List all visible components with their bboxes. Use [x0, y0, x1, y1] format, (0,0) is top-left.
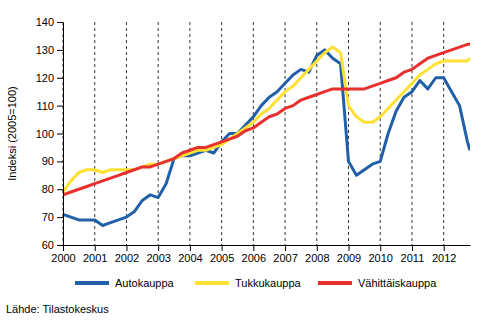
y-axis-title: Indeksi (2005=100)	[6, 86, 18, 180]
grid-line	[380, 22, 381, 245]
y-tick: 130	[36, 44, 63, 56]
x-tick-label: 2002	[115, 252, 139, 264]
x-tick: 2007	[273, 245, 297, 264]
x-tick-label: 2012	[432, 252, 456, 264]
y-tick-mark	[57, 78, 63, 79]
x-tick-mark	[285, 245, 286, 251]
y-tick-mark	[57, 134, 63, 135]
x-tick-label: 2004	[178, 252, 202, 264]
series-line	[63, 44, 470, 195]
x-tick: 2004	[178, 245, 202, 264]
y-tick-mark	[57, 245, 63, 246]
x-tick-mark	[349, 245, 350, 251]
series-line	[63, 50, 470, 226]
x-tick-label: 2009	[337, 252, 361, 264]
x-tick-mark	[126, 245, 127, 251]
x-tick: 2001	[83, 245, 107, 264]
y-tick: 120	[36, 72, 63, 84]
y-tick-label: 140	[36, 16, 54, 28]
legend: Autokauppa Tukkukauppa Vähittäiskauppa	[75, 277, 437, 289]
x-tick-label: 2006	[242, 252, 266, 264]
grid-line	[285, 22, 286, 245]
grid-line	[443, 22, 444, 245]
x-tick: 2008	[305, 245, 329, 264]
x-tick-label: 2011	[401, 252, 425, 264]
y-tick-label: 90	[42, 155, 54, 167]
y-tick: 70	[42, 211, 63, 223]
grid-line	[126, 22, 127, 245]
x-tick: 2006	[242, 245, 266, 264]
y-tick: 80	[42, 183, 63, 195]
grid-line	[348, 22, 349, 245]
y-tick-label: 60	[42, 239, 54, 251]
x-tick-mark	[222, 245, 223, 251]
x-tick-label: 2003	[146, 252, 170, 264]
x-axis: 2000 2001 2002 2003 2004 2005 2006 2007 2008 2009…	[51, 245, 470, 264]
y-tick-mark	[57, 189, 63, 190]
y-tick-label: 130	[36, 44, 54, 56]
x-tick: 2003	[146, 245, 170, 264]
y-tick-mark	[57, 161, 63, 162]
y-tick-mark	[57, 106, 63, 107]
y-tick: 110	[36, 100, 63, 112]
x-axis-line	[64, 245, 471, 246]
legend-label: Tukkukauppa	[235, 277, 302, 289]
grid-line	[221, 22, 222, 245]
x-tick-mark	[317, 245, 318, 251]
y-tick-label: 110	[36, 100, 54, 112]
y-tick-mark	[57, 22, 63, 23]
x-tick-mark	[253, 245, 254, 251]
legend-label: Autokauppa	[115, 277, 175, 289]
x-tick-mark	[190, 245, 191, 251]
grid-line	[94, 22, 95, 245]
x-tick-mark	[158, 245, 159, 251]
legend-swatch	[318, 281, 352, 285]
y-tick-label: 100	[36, 128, 54, 140]
x-tick: 2012	[432, 245, 456, 264]
grid-line	[158, 22, 159, 245]
y-tick-label: 80	[42, 183, 54, 195]
grid-line	[253, 22, 254, 245]
y-tick: 60	[42, 239, 63, 251]
chart: 2000 2001 2002 2003 2004 2005 2006 2007 2008 2009…	[0, 0, 490, 323]
x-tick-mark	[95, 245, 96, 251]
y-tick-mark	[57, 50, 63, 51]
grid	[63, 22, 444, 245]
x-tick-label: 2010	[368, 252, 392, 264]
legend-swatch	[195, 281, 229, 285]
y-tick-label: 70	[42, 211, 54, 223]
legend-swatch	[75, 281, 109, 285]
x-tick-label: 2005	[210, 252, 234, 264]
y-axis-line	[63, 23, 64, 246]
y-axis: 60 70 80 90 100 110 120 130 140	[36, 16, 64, 251]
y-tick-mark	[57, 217, 63, 218]
y-tick: 100	[36, 128, 63, 140]
x-tick: 2002	[115, 245, 139, 264]
x-tick-label: 2007	[273, 252, 297, 264]
x-tick-mark	[444, 245, 445, 251]
source-note: Lähde: Tilastokeskus	[6, 303, 109, 315]
x-tick-label: 2001	[83, 252, 107, 264]
x-tick: 2011	[401, 245, 425, 264]
x-tick: 2010	[368, 245, 392, 264]
x-tick: 2000	[51, 245, 75, 264]
x-tick-mark	[412, 245, 413, 251]
x-tick-label: 2000	[51, 252, 75, 264]
x-tick: 2005	[210, 245, 234, 264]
grid-line	[189, 22, 190, 245]
x-tick: 2009	[337, 245, 361, 264]
y-tick-label: 120	[36, 72, 54, 84]
x-tick-label: 2008	[305, 252, 329, 264]
legend-label: Vähittäiskauppa	[358, 277, 437, 289]
plot-area	[63, 44, 470, 225]
y-tick: 140	[36, 16, 63, 28]
grid-line	[411, 22, 412, 245]
x-tick-mark	[380, 245, 381, 251]
x-tick-mark	[63, 245, 64, 251]
y-tick: 90	[42, 155, 63, 167]
